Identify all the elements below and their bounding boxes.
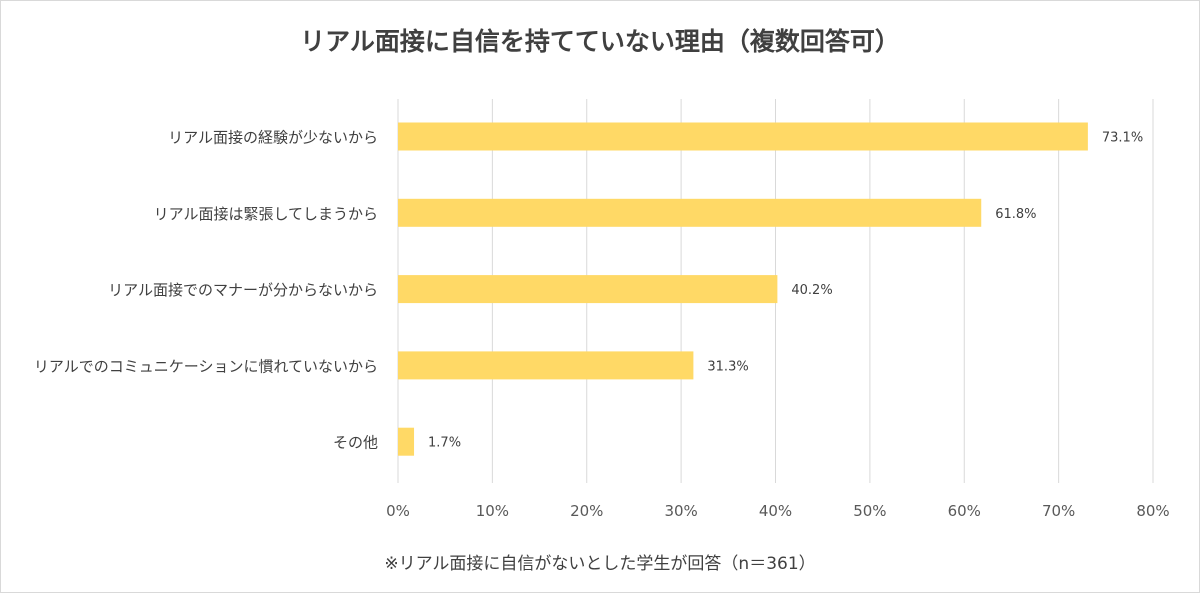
x-tick-label: 60% [948,502,981,520]
bar [398,122,1088,151]
x-tick-label: 30% [664,502,697,520]
category-label: リアル面接は緊張してしまうから [154,205,378,223]
data-label: 31.3% [707,359,748,374]
x-tick-label: 40% [759,502,792,520]
x-tick-label: 10% [476,502,509,520]
x-tick-label: 80% [1136,502,1169,520]
data-label: 1.7% [428,436,461,451]
x-tick-label: 70% [1042,502,1075,520]
bar [398,351,694,380]
respondent-note: ※リアル面接に自信がないとした学生が回答（n＝361） [384,554,816,574]
bar [398,275,778,304]
bar [398,198,982,227]
chart-title: リアル面接に自信を持てていない理由（複数回答可） [300,27,900,56]
category-label: その他 [333,434,378,452]
data-label: 40.2% [791,283,832,298]
data-label: 73.1% [1102,131,1143,146]
x-tick-label: 50% [853,502,886,520]
bar [398,427,415,456]
category-label: リアル面接の経験が少ないから [168,129,378,147]
category-label: リアルでのコミュニケーションに慣れていないから [34,357,378,375]
data-label: 61.8% [995,207,1036,222]
x-tick-label: 0% [386,502,410,520]
category-label: リアル面接でのマナーが分からないから [108,281,378,299]
x-tick-label: 20% [570,502,603,520]
